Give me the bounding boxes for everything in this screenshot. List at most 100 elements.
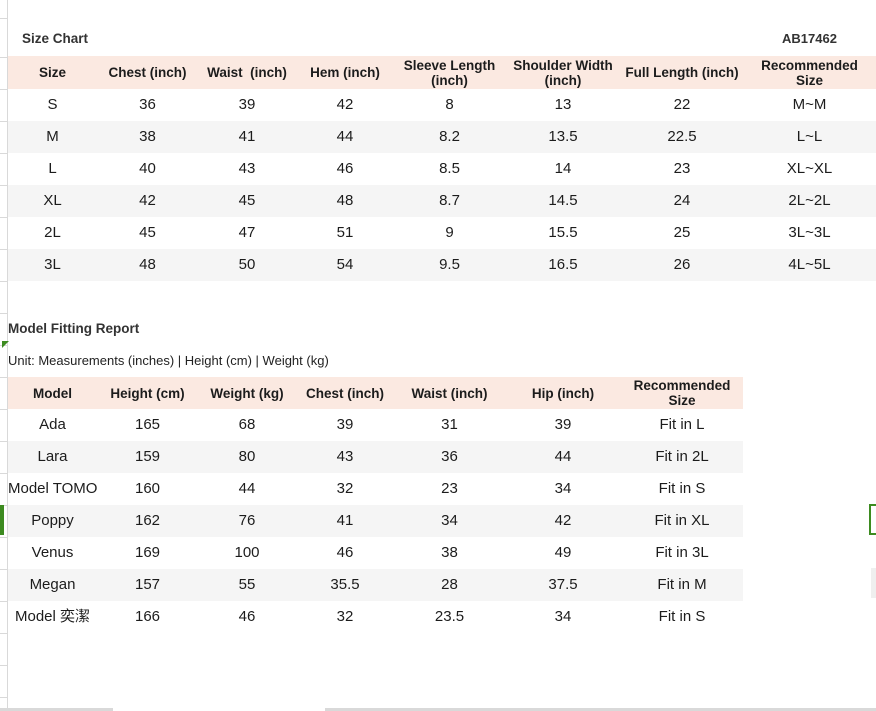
table-cell: 49: [554, 544, 572, 561]
table-row: Venus 169 100 46 38 49 Fit in 3L: [8, 537, 743, 569]
table-cell: 45: [139, 224, 156, 241]
table-cell: M~M: [792, 96, 827, 113]
table-cell: 39: [554, 416, 572, 433]
horizontal-scrollbar-track[interactable]: [0, 708, 113, 711]
table-cell: 169: [134, 544, 161, 561]
table-cell: 32: [336, 608, 354, 625]
table-cell: 160: [134, 480, 161, 497]
table-cell: 28: [441, 576, 458, 593]
table-cell: Model TOMO: [8, 480, 97, 497]
table-cell: 9.5: [439, 256, 460, 273]
table-cell: 22.5: [667, 128, 697, 145]
table-cell: 166: [134, 608, 161, 625]
table-cell: 23: [441, 480, 458, 497]
table-row: Model 奕潔 166 46 32 23.5 34 Fit in S: [8, 601, 743, 633]
table-cell: 37.5: [548, 576, 578, 593]
table-cell: 51: [336, 224, 354, 241]
table-cell: 34: [554, 480, 572, 497]
table-row: Model TOMO 160 44 32 23 34 Fit in S: [8, 473, 743, 505]
table-cell: 47: [238, 224, 256, 241]
table-cell: 157: [134, 576, 161, 593]
row-gridlines: [0, 26, 7, 698]
table-cell: Megan: [29, 576, 76, 593]
table-cell: 2L: [44, 224, 61, 241]
header-cell: Recommended Size: [633, 378, 735, 408]
table-row: 2L 45 47 51 9 15.5 25 3L~3L: [8, 217, 876, 249]
table-cell: 165: [134, 416, 161, 433]
header-cell: Hip (inch): [531, 385, 595, 401]
table-row: Ada 165 68 39 31 39 Fit in L: [8, 409, 743, 441]
table-row: S 36 39 42 8 13 22 M~M: [8, 89, 876, 121]
size-chart-title: Size Chart: [22, 31, 89, 46]
header-row: Model Height (cm) Weight (kg) Chest (inch) W…: [8, 377, 743, 409]
table-cell: 35.5: [330, 576, 360, 593]
scroll-handle[interactable]: [869, 504, 876, 535]
table-cell: 9: [445, 224, 454, 241]
header-cell: Recommended Size: [761, 57, 862, 88]
table-cell: 8: [445, 96, 454, 113]
header-cell: Sleeve Length (inch): [403, 57, 500, 88]
cell-flag-icon: [2, 341, 9, 348]
table-cell: Fit in M: [657, 576, 707, 593]
table-cell: Lara: [37, 448, 68, 465]
table-row: XL 42 45 48 8.7 14.5 24 2L~2L: [8, 185, 876, 217]
table-cell: 39: [336, 416, 354, 433]
header-cell: Shoulder Width (inch): [513, 57, 617, 88]
table-cell: 23.5: [434, 608, 465, 625]
unit-note: Unit: Measurements (inches) | Height (cm…: [8, 353, 329, 368]
table-cell: 42: [139, 192, 156, 209]
table-cell: 36: [441, 448, 458, 465]
table-cell: 8.2: [439, 128, 460, 145]
table-cell: 3L~3L: [788, 224, 831, 241]
table-cell: 15.5: [548, 224, 578, 241]
table-cell: XL~XL: [786, 160, 833, 177]
table-row: L 40 43 46 8.5 14 23 XL~XL: [8, 153, 876, 185]
table-cell: 50: [238, 256, 256, 273]
table-cell: 42: [336, 96, 354, 113]
table-cell: 26: [673, 256, 691, 273]
table-cell: L~L: [796, 128, 823, 145]
horizontal-scrollbar-track[interactable]: [325, 708, 876, 711]
table-cell: 44: [238, 480, 256, 497]
table-cell: M: [46, 128, 59, 145]
header-cell: Size: [38, 65, 66, 80]
table-row: Megan 157 55 35.5 28 37.5 Fit in M: [8, 569, 743, 601]
table-cell: 159: [134, 448, 161, 465]
table-cell: 24: [673, 192, 691, 209]
table-row: M 38 41 44 8.2 13.5 22.5 L~L: [8, 121, 876, 153]
table-cell: 36: [139, 96, 156, 113]
table-cell: 41: [238, 128, 256, 145]
item-code: AB17462: [782, 31, 837, 46]
table-cell: 8.7: [439, 192, 460, 209]
table-row: 3L 48 50 54 9.5 16.5 26 4L~5L: [8, 249, 876, 281]
table-cell: 4L~5L: [788, 256, 831, 273]
table-cell: 3L: [44, 256, 61, 273]
table-cell: 39: [238, 96, 256, 113]
table-row: Poppy 162 76 41 34 42 Fit in XL: [8, 505, 743, 537]
header-cell: Waist (inch): [207, 65, 287, 80]
table-cell: 45: [238, 192, 256, 209]
row-highlight-bar: [0, 505, 4, 535]
row-gridline: [0, 18, 7, 19]
table-cell: L: [48, 160, 57, 177]
table-cell: Fit in XL: [654, 512, 710, 529]
scrollbar-thumb[interactable]: [871, 568, 876, 598]
table-cell: Fit in L: [659, 416, 705, 433]
header-cell: Model: [33, 385, 72, 401]
table-cell: 43: [336, 448, 354, 465]
header-cell: Chest (inch): [305, 385, 384, 401]
header-cell: Weight (kg): [210, 385, 284, 401]
table-cell: 13.5: [548, 128, 578, 145]
table-cell: Fit in S: [658, 480, 706, 497]
header-cell: Chest (inch): [108, 65, 187, 80]
table-cell: 76: [238, 512, 256, 529]
header-row: Size Chest (inch) Waist (inch) Hem (inch) Sl…: [8, 56, 876, 89]
table-cell: 46: [336, 544, 354, 561]
table-cell: 43: [238, 160, 256, 177]
table-cell: 32: [336, 480, 354, 497]
table-cell: Fit in 2L: [655, 448, 709, 465]
header-cell: Hem (inch): [310, 65, 380, 80]
table-cell: 23: [673, 160, 691, 177]
table-cell: 46: [238, 608, 256, 625]
